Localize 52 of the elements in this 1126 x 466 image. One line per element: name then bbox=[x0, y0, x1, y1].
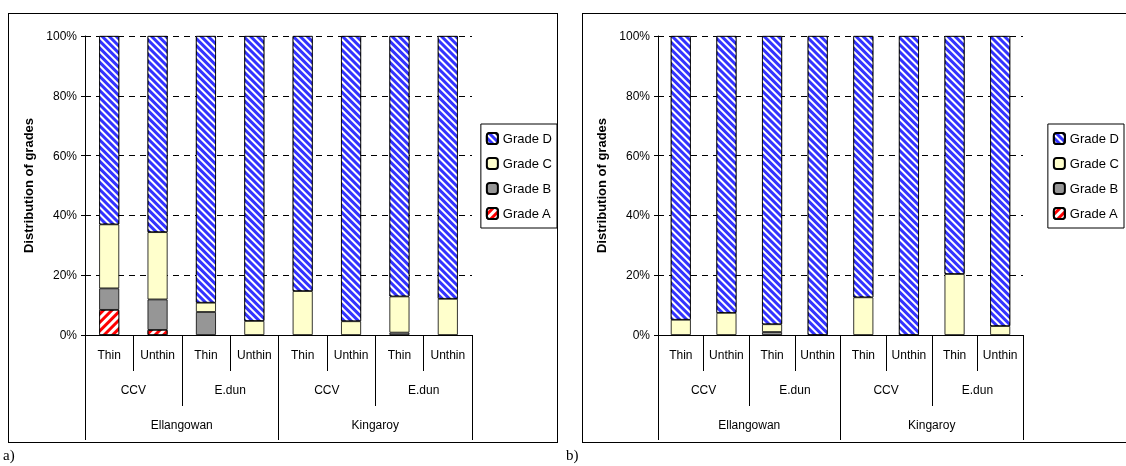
x-tick-label: Unthin bbox=[333, 348, 369, 362]
text: Ellangowan bbox=[718, 418, 781, 432]
y-tick-label: 100% bbox=[619, 29, 651, 43]
legend-label: Grade C bbox=[1069, 156, 1120, 171]
legend-label: Grade B bbox=[502, 181, 552, 196]
legend-label: Grade D bbox=[1069, 131, 1120, 146]
text: CCV bbox=[690, 383, 717, 397]
y-tick-label: 0% bbox=[59, 328, 78, 342]
y-tick-label: 80% bbox=[625, 88, 651, 103]
text: Kingaroy bbox=[908, 418, 956, 432]
legend-label: Grade A bbox=[502, 206, 551, 221]
x-tick-label: Unthin bbox=[982, 348, 1018, 362]
y-tick-label: 60% bbox=[52, 148, 78, 163]
legend-label: Grade A bbox=[1069, 206, 1118, 221]
text: E.dun bbox=[214, 383, 246, 397]
x-tick-label: Thin bbox=[387, 348, 412, 362]
x-tick-label: Thin bbox=[291, 348, 315, 362]
x-tick-label: Thin bbox=[194, 348, 218, 362]
y-tick-label: 40% bbox=[625, 208, 651, 223]
x-tick-label: Thin bbox=[97, 348, 121, 362]
text: b) bbox=[566, 446, 579, 464]
y-tick-label: 20% bbox=[52, 268, 78, 283]
x-tick-label: Unthin bbox=[140, 348, 175, 362]
y-tick-label: 0% bbox=[632, 328, 651, 342]
text: E.dun bbox=[961, 383, 994, 397]
x-tick-label: Unthin bbox=[430, 348, 466, 362]
y-tick-label: 20% bbox=[625, 268, 651, 283]
y-tick-label: 40% bbox=[52, 208, 78, 223]
x-tick-label: Unthin bbox=[800, 348, 836, 362]
text: Ellangowan bbox=[150, 418, 213, 432]
x-tick-label: Unthin bbox=[236, 348, 272, 362]
text: E.dun bbox=[407, 383, 440, 397]
legend-label: Grade B bbox=[1069, 181, 1119, 196]
legend-label: Grade C bbox=[502, 156, 553, 171]
y-tick-label: 60% bbox=[625, 148, 651, 163]
y-axis-title: Distribution of grades bbox=[594, 117, 610, 254]
x-tick-label: Unthin bbox=[891, 348, 927, 362]
y-tick-label: 100% bbox=[46, 29, 78, 43]
x-tick-label: Thin bbox=[760, 348, 784, 362]
x-tick-label: Unthin bbox=[709, 348, 744, 362]
text: CCV bbox=[120, 383, 147, 397]
y-axis-title: Distribution of grades bbox=[21, 117, 37, 254]
text: E.dun bbox=[779, 383, 811, 397]
x-tick-label: Thin bbox=[851, 348, 875, 362]
x-tick-label: Thin bbox=[669, 348, 693, 362]
y-tick-label: 80% bbox=[52, 88, 78, 103]
legend-label: Grade D bbox=[502, 131, 553, 146]
x-tick-label: Thin bbox=[942, 348, 967, 362]
text: CCV bbox=[873, 383, 899, 397]
text: Kingaroy bbox=[351, 418, 399, 432]
text: a) bbox=[3, 446, 15, 464]
text: CCV bbox=[314, 383, 340, 397]
